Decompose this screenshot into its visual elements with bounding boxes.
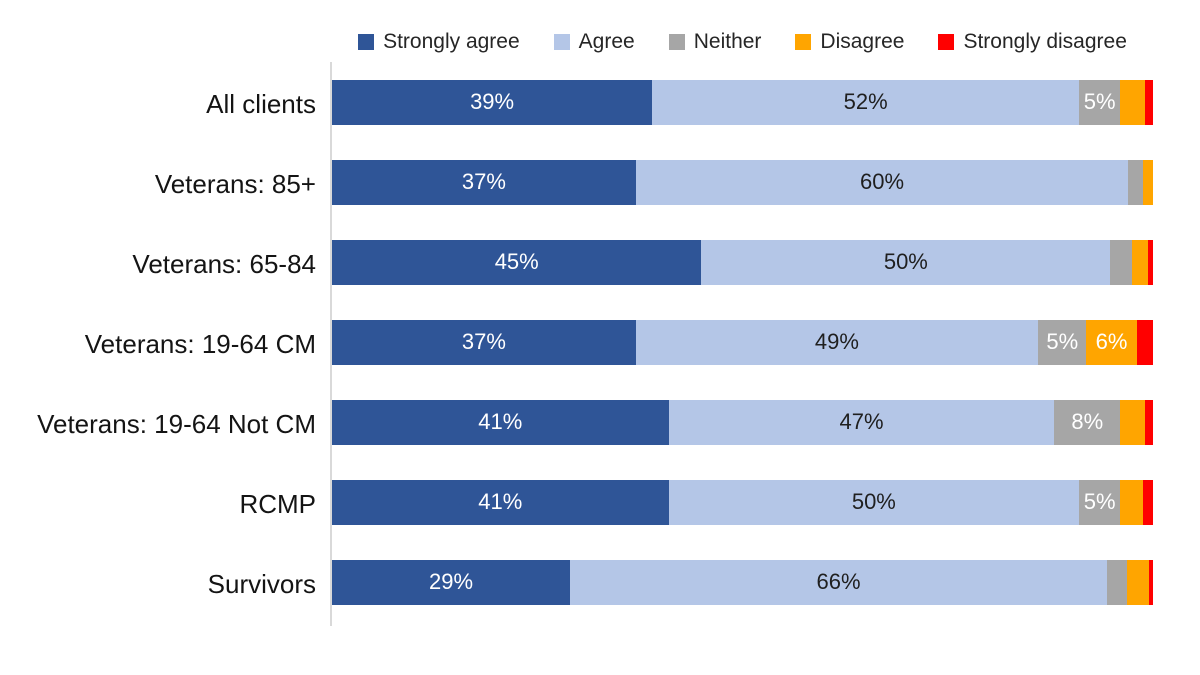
bar-segment-neither (1107, 559, 1127, 605)
legend-swatch-neither-icon (668, 34, 685, 50)
bar-segment-disagree (1120, 399, 1145, 445)
stacked-bar: 39% 52% 5% (332, 79, 1153, 125)
bar-segment-neither: 8% (1054, 399, 1121, 445)
chart-row-all-clients: 39% 52% 5% (332, 62, 1153, 142)
category-label-rcmp: RCMP (239, 488, 316, 519)
bar-segment-strongly-agree: 41% (332, 479, 669, 525)
legend-item-neither: Neither (668, 30, 762, 54)
chart-row-survivors: 29% 66% (332, 542, 1153, 622)
legend-item-agree: Agree (553, 30, 635, 54)
bar-segment-strongly-agree: 45% (332, 239, 702, 285)
bar-segment-strongly-disagree (1144, 79, 1153, 125)
legend-swatch-disagree-icon (795, 34, 812, 50)
stacked-bar: 29% 66% (332, 559, 1153, 605)
chart-row-veterans-65-84: 45% 50% (332, 222, 1153, 302)
bar-segment-disagree (1132, 239, 1149, 285)
bar-segment-disagree (1143, 159, 1153, 205)
chart-row-veterans-85: 37% 60% (332, 142, 1153, 222)
bar-segment-neither: 5% (1038, 319, 1087, 365)
chart-legend: Strongly agree Agree Neither Disagree Strong… (332, 30, 1153, 54)
bar-segment-strongly-disagree (1144, 399, 1153, 445)
category-label-all-clients: All clients (206, 88, 316, 119)
legend-label: Strongly disagree (963, 30, 1127, 53)
legend-label: Strongly agree (383, 30, 520, 53)
bar-segment-neither (1128, 159, 1144, 205)
bar-segment-agree: 49% (635, 319, 1039, 365)
stacked-bar: 41% 50% 5% (332, 479, 1153, 525)
bar-segment-strongly-agree: 29% (332, 559, 571, 605)
bar-segment-disagree (1120, 79, 1145, 125)
stacked-bar: 37% 60% (332, 159, 1153, 205)
bar-segment-neither: 5% (1079, 79, 1121, 125)
bar-segment-neither: 5% (1079, 479, 1121, 525)
legend-label: Neither (693, 30, 762, 53)
category-label-veterans-65-84: Veterans: 65-84 (132, 248, 316, 279)
category-label-veterans-85: Veterans: 85+ (154, 168, 316, 199)
bar-segment-strongly-disagree (1148, 239, 1153, 285)
bar-segment-strongly-disagree (1143, 479, 1153, 525)
bar-segment-agree: 47% (668, 399, 1055, 445)
bar-segment-agree: 50% (701, 239, 1111, 285)
chart-row-veterans-19-64-not-cm: 41% 47% 8% (332, 382, 1153, 462)
chart-row-rcmp: 41% 50% 5% (332, 462, 1153, 542)
bar-segment-agree: 60% (635, 159, 1129, 205)
bar-segment-strongly-agree: 39% (332, 79, 653, 125)
bar-segment-strongly-disagree (1148, 559, 1153, 605)
bar-segment-agree: 52% (652, 79, 1080, 125)
legend-item-strongly-agree: Strongly agree (358, 30, 520, 54)
chart-row-veterans-19-64-cm: 37% 49% 5% 6% (332, 302, 1153, 382)
category-label-survivors: Survivors (207, 568, 316, 599)
category-label-veterans-19-64-not-cm: Veterans: 19-64 Not CM (37, 408, 316, 439)
legend-item-disagree: Disagree (795, 30, 904, 54)
bar-segment-strongly-disagree (1136, 319, 1153, 365)
legend-label: Disagree (820, 30, 905, 53)
legend-item-strongly-disagree: Strongly disagree (938, 30, 1127, 54)
plot-area: 39% 52% 5% 37% 60% 45% 50% 37% 49% 5% 6% 41% 47% 8% 41… (330, 62, 1153, 626)
category-label-veterans-19-64-cm: Veterans: 19-64 CM (84, 328, 316, 359)
legend-swatch-strongly-agree-icon (358, 34, 375, 50)
bar-segment-strongly-agree: 37% (332, 319, 636, 365)
stacked-bar: 37% 49% 5% 6% (332, 319, 1153, 365)
bar-segment-disagree: 6% (1086, 319, 1137, 365)
bar-segment-disagree (1120, 479, 1144, 525)
bar-segment-strongly-agree: 37% (332, 159, 636, 205)
bar-segment-agree: 66% (570, 559, 1107, 605)
bar-segment-strongly-agree: 41% (332, 399, 669, 445)
category-axis-labels: All clients Veterans: 85+ Veterans: 65-84 V… (0, 64, 316, 624)
stacked-bar: 45% 50% (332, 239, 1153, 285)
legend-swatch-strongly-disagree-icon (938, 34, 955, 50)
legend-label: Agree (578, 30, 635, 53)
stacked-bar: 41% 47% 8% (332, 399, 1153, 445)
legend-swatch-agree-icon (553, 34, 570, 50)
bar-segment-agree: 50% (668, 479, 1080, 525)
bar-segment-neither (1110, 239, 1133, 285)
bar-segment-disagree (1126, 559, 1149, 605)
